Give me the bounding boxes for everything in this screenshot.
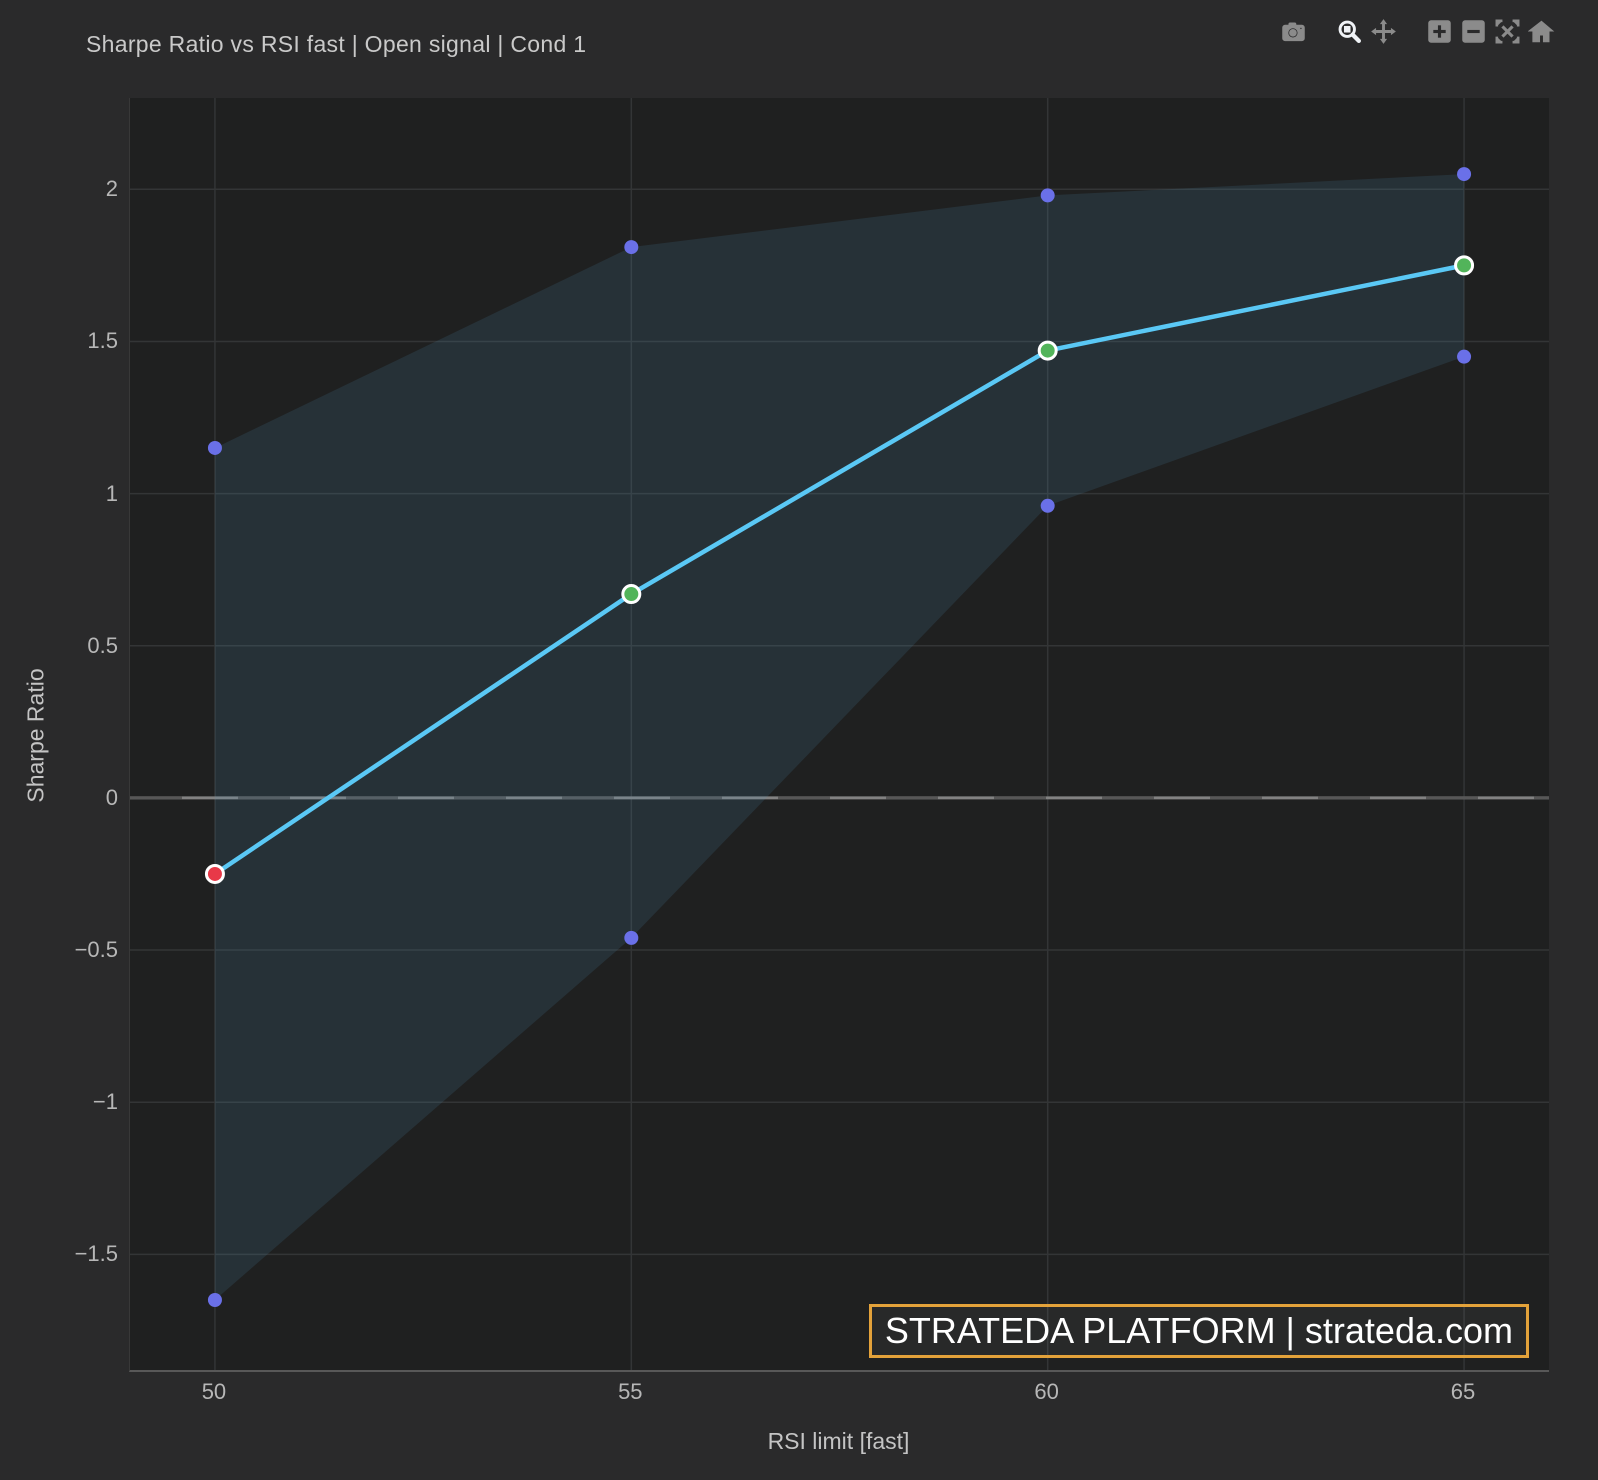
y-tick-label: −0.5: [74, 937, 118, 963]
sharpe-line: [212, 263, 1467, 877]
lower-bound-point[interactable]: [1040, 498, 1055, 513]
x-tick-label: 60: [1034, 1379, 1059, 1404]
watermark-badge: STRATEDA PLATFORM | strateda.com: [868, 1304, 1529, 1358]
reset-axes-button[interactable]: [1524, 17, 1558, 51]
lower-bound-point[interactable]: [1457, 349, 1472, 364]
zoom-mode-button[interactable]: [1332, 17, 1366, 51]
sharpe-point[interactable]: [621, 584, 642, 605]
x-tick-label: 65: [1450, 1379, 1476, 1404]
chart-title: Sharpe Ratio vs RSI fast | Open signal |…: [86, 31, 587, 57]
sharpe-point[interactable]: [1454, 255, 1475, 276]
download-plot-button[interactable]: [1276, 17, 1310, 51]
y-tick-label: 1: [105, 480, 118, 506]
plot-area[interactable]: STRATEDA PLATFORM | strateda.com: [129, 98, 1549, 1372]
y-axis-title: Sharpe Ratio: [22, 668, 49, 803]
upper-bound-point[interactable]: [207, 440, 222, 455]
home-icon: [1526, 18, 1555, 50]
sharpe-point[interactable]: [1037, 340, 1058, 361]
y-tick-label: 0: [105, 784, 118, 810]
autoscale-icon: [1494, 18, 1521, 50]
y-tick-label: −1.5: [74, 1241, 118, 1267]
y-tick-label: 2: [105, 176, 118, 202]
zoom-in-icon: [1426, 18, 1453, 50]
upper-bound-point[interactable]: [1040, 188, 1055, 203]
modebar: [1276, 16, 1558, 52]
plot-svg[interactable]: [130, 98, 1549, 1370]
camera-icon: [1280, 18, 1307, 50]
zoom-in-button[interactable]: [1422, 17, 1456, 51]
y-tick-label: 0.5: [87, 632, 118, 658]
y-tick-label: −1: [92, 1089, 118, 1115]
zoom-out-button[interactable]: [1456, 17, 1490, 51]
upper-bound-point[interactable]: [1457, 167, 1472, 182]
lower-bound-point[interactable]: [624, 930, 639, 945]
pan-mode-button[interactable]: [1366, 17, 1400, 51]
x-tick-label: 50: [201, 1379, 227, 1404]
sharpe-point[interactable]: [204, 863, 225, 884]
x-axis-title: RSI limit [fast]: [767, 1428, 910, 1454]
zoom-out-icon: [1460, 18, 1487, 50]
x-tick-label: 55: [618, 1379, 643, 1404]
upper-bound-point[interactable]: [624, 240, 639, 255]
lower-bound-point[interactable]: [207, 1293, 222, 1308]
pan-icon: [1370, 18, 1397, 50]
zoom-icon: [1336, 18, 1363, 50]
confidence-band: [214, 174, 1465, 1301]
autoscale-button[interactable]: [1490, 17, 1524, 51]
y-tick-label: 1.5: [87, 328, 118, 354]
